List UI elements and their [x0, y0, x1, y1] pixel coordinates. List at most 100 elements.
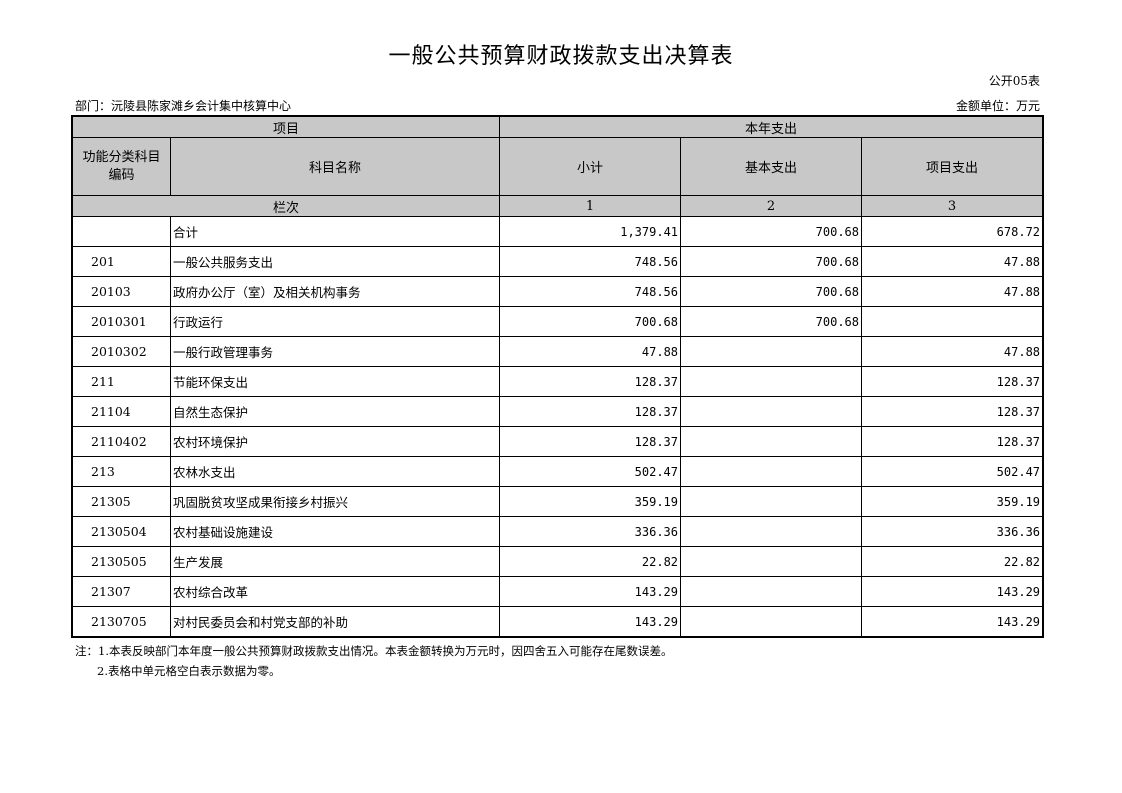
table-row: 2110402 农村环境保护 128.37 128.37 — [72, 426, 1044, 457]
cell-basic — [680, 456, 863, 487]
header-col-3: 3 — [861, 195, 1044, 217]
cell-basic — [680, 336, 863, 367]
cell-basic: 700.68 — [680, 216, 863, 247]
cell-basic: 700.68 — [680, 276, 863, 307]
cell-code: 211 — [72, 366, 171, 397]
cell-name: 生产发展 — [169, 546, 501, 577]
table-row: 201 一般公共服务支出 748.56 700.68 47.88 — [72, 246, 1044, 277]
cell-basic: 700.68 — [680, 306, 863, 337]
cell-project: 22.82 — [861, 546, 1044, 577]
table-row: 2010302 一般行政管理事务 47.88 47.88 — [72, 336, 1044, 367]
cell-project: 47.88 — [861, 276, 1044, 307]
note-2: 2.表格中单元格空白表示数据为零。 — [97, 664, 281, 678]
cell-name: 行政运行 — [169, 306, 501, 337]
cell-name: 政府办公厅（室）及相关机构事务 — [169, 276, 501, 307]
cell-project: 128.37 — [861, 396, 1044, 427]
cell-project: 143.29 — [861, 606, 1044, 637]
cell-code: 2130504 — [72, 516, 171, 547]
cell-basic — [680, 576, 863, 607]
cell-subtotal: 128.37 — [499, 426, 682, 457]
header-code: 功能分类科目编码 — [72, 137, 171, 196]
table-row: 2130705 对村民委员会和村党支部的补助 143.29 143.29 — [72, 606, 1044, 637]
cell-subtotal: 143.29 — [499, 606, 682, 637]
cell-subtotal: 128.37 — [499, 396, 682, 427]
cell-project: 47.88 — [861, 336, 1044, 367]
cell-project: 128.37 — [861, 426, 1044, 457]
table-row: 21305 巩固脱贫攻坚成果衔接乡村振兴 359.19 359.19 — [72, 486, 1044, 517]
cell-name: 自然生态保护 — [169, 396, 501, 427]
expenditure-table: 项目 本年支出 功能分类科目编码 科目名称 小计 基本支出 项目支出 栏次 1 … — [70, 115, 1045, 638]
unit-label: 金额单位：万元 — [955, 99, 1040, 113]
cell-project: 47.88 — [861, 246, 1044, 277]
cell-basic — [680, 546, 863, 577]
cell-subtotal: 1,379.41 — [499, 216, 682, 247]
header-current-year: 本年支出 — [499, 116, 1044, 138]
cell-name: 农林水支出 — [169, 456, 501, 487]
cell-name: 农村基础设施建设 — [169, 516, 501, 547]
header-project: 项目 — [71, 116, 501, 138]
department-label: 部门：沅陵县陈家滩乡会计集中核算中心 — [75, 99, 292, 113]
cell-name: 节能环保支出 — [169, 366, 501, 397]
cell-basic — [680, 426, 863, 457]
cell-subtotal: 748.56 — [499, 246, 682, 277]
cell-name: 农村综合改革 — [169, 576, 501, 607]
table-row: 2130504 农村基础设施建设 336.36 336.36 — [72, 516, 1044, 547]
cell-basic — [680, 606, 863, 637]
cell-name: 一般行政管理事务 — [169, 336, 501, 367]
cell-code: 21104 — [72, 396, 171, 427]
header-col-2: 2 — [680, 195, 863, 217]
cell-basic — [680, 516, 863, 547]
cell-code: 2110402 — [72, 426, 171, 457]
cell-name: 对村民委员会和村党支部的补助 — [169, 606, 501, 637]
cell-subtotal: 128.37 — [499, 366, 682, 397]
cell-subtotal: 22.82 — [499, 546, 682, 577]
header-project-expense: 项目支出 — [861, 137, 1044, 196]
table-row: 2010301 行政运行 700.68 700.68 — [72, 306, 1044, 337]
table-row: 21307 农村综合改革 143.29 143.29 — [72, 576, 1044, 607]
cell-subtotal: 748.56 — [499, 276, 682, 307]
cell-project: 336.36 — [861, 516, 1044, 547]
cell-project: 359.19 — [861, 486, 1044, 517]
note-1: 注：1.本表反映部门本年度一般公共预算财政拨款支出情况。本表金额转换为万元时，因… — [75, 644, 673, 658]
cell-subtotal: 143.29 — [499, 576, 682, 607]
cell-basic — [680, 366, 863, 397]
table-row: 20103 政府办公厅（室）及相关机构事务 748.56 700.68 47.88 — [72, 276, 1044, 307]
cell-code: 2010302 — [72, 336, 171, 367]
cell-basic — [680, 396, 863, 427]
header-name: 科目名称 — [169, 137, 501, 196]
cell-subtotal: 47.88 — [499, 336, 682, 367]
cell-code: 20103 — [72, 276, 171, 307]
cell-code: 21305 — [72, 486, 171, 517]
header-subtotal: 小计 — [499, 137, 682, 196]
cell-basic — [680, 486, 863, 517]
cell-project: 678.72 — [861, 216, 1044, 247]
table-row: 21104 自然生态保护 128.37 128.37 — [72, 396, 1044, 427]
cell-project — [861, 306, 1044, 337]
cell-subtotal: 502.47 — [499, 456, 682, 487]
notes: 注：1.本表反映部门本年度一般公共预算财政拨款支出情况。本表金额转换为万元时，因… — [75, 641, 672, 681]
cell-project: 143.29 — [861, 576, 1044, 607]
cell-project: 502.47 — [861, 456, 1044, 487]
cell-name: 合计 — [169, 216, 501, 247]
cell-project: 128.37 — [861, 366, 1044, 397]
cell-code — [72, 216, 171, 247]
cell-subtotal: 359.19 — [499, 486, 682, 517]
cell-name: 农村环境保护 — [169, 426, 501, 457]
header-col-1: 1 — [499, 195, 682, 217]
cell-code: 213 — [72, 456, 171, 487]
table-row: 合计 1,379.41 700.68 678.72 — [72, 216, 1044, 247]
table-row: 2130505 生产发展 22.82 22.82 — [72, 546, 1044, 577]
cell-code: 201 — [72, 246, 171, 277]
header-column-order: 栏次 — [71, 195, 501, 217]
cell-name: 一般公共服务支出 — [169, 246, 501, 277]
page-title: 一般公共预算财政拨款支出决算表 — [388, 44, 734, 69]
cell-code: 21307 — [72, 576, 171, 607]
table-row: 213 农林水支出 502.47 502.47 — [72, 456, 1044, 487]
table-row: 211 节能环保支出 128.37 128.37 — [72, 366, 1044, 397]
cell-code: 2130705 — [72, 606, 171, 637]
cell-subtotal: 700.68 — [499, 306, 682, 337]
cell-name: 巩固脱贫攻坚成果衔接乡村振兴 — [169, 486, 501, 517]
cell-code: 2010301 — [72, 306, 171, 337]
cell-basic: 700.68 — [680, 246, 863, 277]
header-basic: 基本支出 — [680, 137, 863, 196]
